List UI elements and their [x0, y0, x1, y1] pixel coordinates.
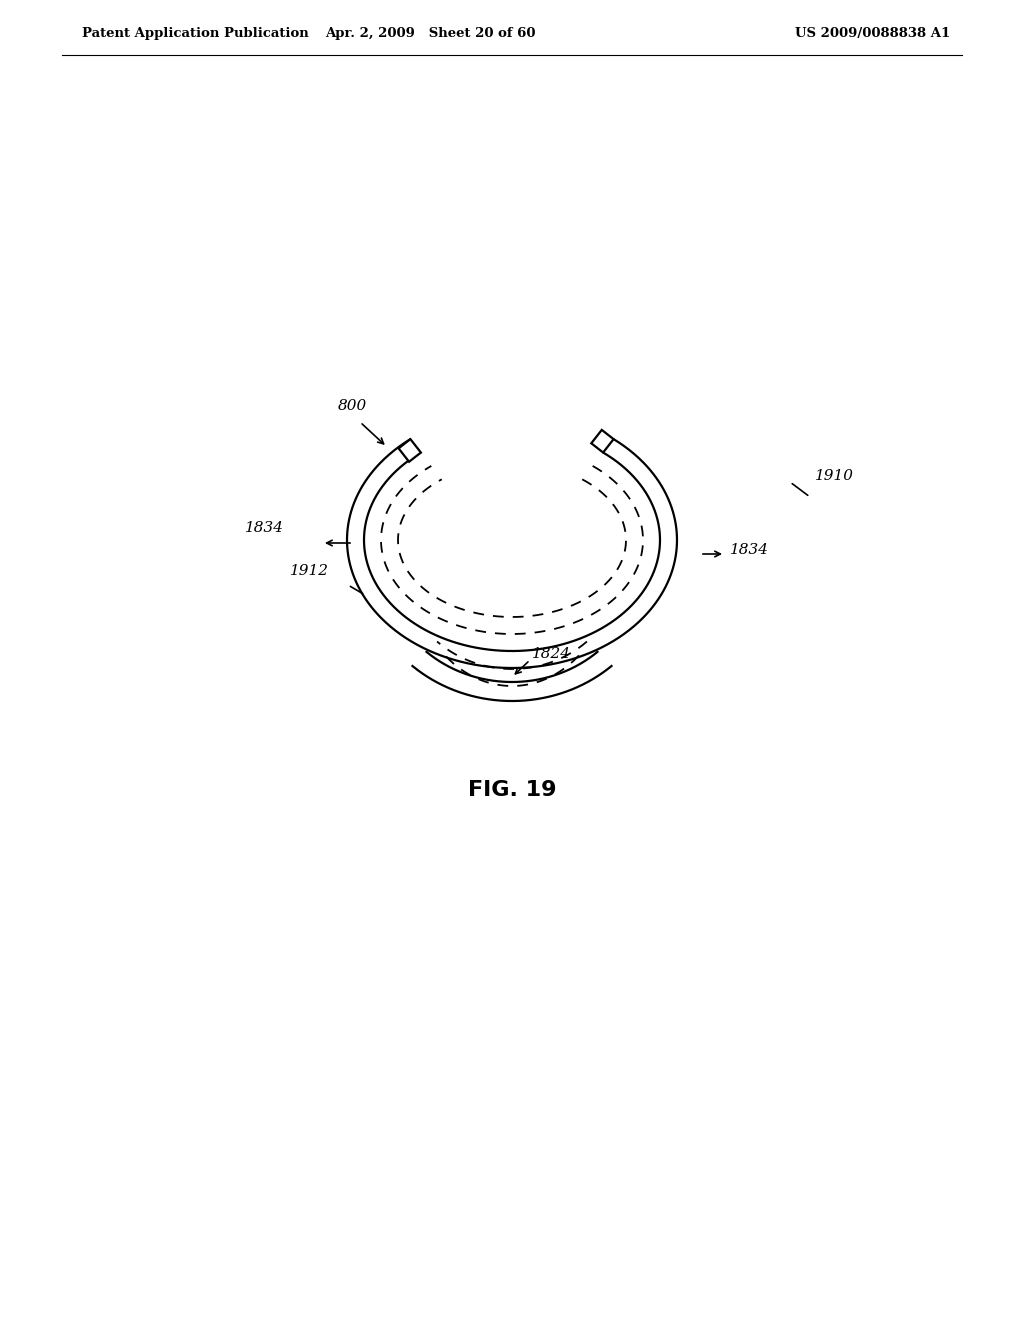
Text: 800: 800: [338, 399, 368, 413]
Text: 1912: 1912: [290, 564, 329, 578]
Text: FIG. 19: FIG. 19: [468, 780, 556, 800]
Text: 1834: 1834: [730, 543, 769, 557]
Text: 1834: 1834: [245, 521, 284, 535]
Text: US 2009/0088838 A1: US 2009/0088838 A1: [795, 26, 950, 40]
Text: Patent Application Publication: Patent Application Publication: [82, 26, 309, 40]
Polygon shape: [398, 440, 421, 462]
Polygon shape: [591, 430, 613, 453]
Text: 1910: 1910: [815, 469, 854, 483]
Text: 1824: 1824: [532, 647, 571, 661]
Text: Apr. 2, 2009   Sheet 20 of 60: Apr. 2, 2009 Sheet 20 of 60: [325, 26, 536, 40]
